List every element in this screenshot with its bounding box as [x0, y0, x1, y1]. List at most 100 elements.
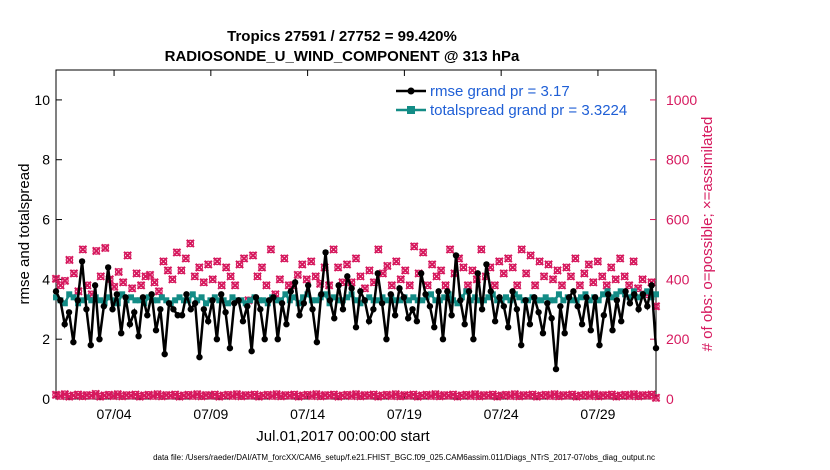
y-axis-right-label: # of obs: o=possible; ×=assimilated [699, 117, 716, 352]
rmse-point [409, 306, 416, 313]
obs-possible-point [611, 275, 620, 284]
rmse-point [326, 297, 334, 304]
rmse-point [487, 288, 494, 295]
rmse-point [374, 270, 381, 277]
x-tick-label: 07/29 [580, 406, 615, 422]
rmse-point [339, 306, 347, 313]
rmse-point [539, 330, 547, 337]
obs-markers [51, 239, 661, 403]
rmse-point [483, 261, 490, 268]
obs-possible-point [249, 251, 257, 260]
spread-point [194, 297, 201, 304]
obs-possible-point [401, 266, 410, 275]
spread-point [428, 291, 434, 298]
obs-assimilated-point [51, 274, 61, 284]
rmse-point [78, 258, 86, 265]
obs-possible-point [177, 266, 186, 275]
obs-possible-point [495, 257, 504, 266]
obs-possible-point [459, 263, 468, 272]
obs-assimilated-point [651, 393, 661, 403]
obs-assimilated-point [593, 257, 603, 266]
rmse-point [504, 324, 512, 331]
obs-possible-point [504, 254, 513, 263]
rmse-point [313, 338, 321, 346]
obs-assimilated-point [584, 260, 594, 269]
obs-assimilated-point [477, 245, 486, 254]
obs-assimilated-point [168, 275, 177, 284]
obs-assimilated-point [131, 390, 140, 399]
obs-assimilated-point [232, 389, 242, 399]
spread-point [419, 297, 426, 304]
rmse-point [500, 303, 508, 310]
obs-assimilated-point [293, 270, 303, 280]
obs-assimilated-point [199, 278, 209, 287]
spread-point [172, 297, 179, 304]
spread-point [203, 300, 209, 307]
obs-possible-point [186, 239, 195, 248]
rmse-point [361, 297, 368, 304]
y-right-tick-label: 400 [666, 271, 690, 287]
rmse-point [222, 309, 229, 316]
obs-assimilated-point [589, 389, 599, 399]
obs-possible-point [491, 281, 499, 290]
y-left-tick-label: 2 [42, 331, 50, 347]
spread-point [344, 294, 351, 301]
rmse-point [131, 309, 138, 316]
obs-assimilated-point [557, 281, 567, 290]
obs-possible-point [419, 248, 427, 257]
obs-possible-point [549, 275, 557, 284]
rmse-point [204, 318, 212, 325]
obs-possible-point [526, 251, 535, 260]
obs-assimilated-point [396, 275, 406, 284]
obs-assimilated-point [153, 389, 162, 399]
footer-data-file: data file: /Users/raeder/DAI/ATM_forcXX/… [153, 453, 655, 462]
obs-assimilated-point [333, 263, 343, 272]
y-right-tick-label: 1000 [666, 92, 697, 108]
rmse-point [600, 312, 608, 319]
obs-assimilated-point [409, 242, 419, 251]
rmse-point [161, 350, 168, 358]
obs-possible-point [589, 278, 598, 287]
rmse-point [270, 294, 277, 301]
spread-point [516, 294, 523, 301]
rmse-point [74, 297, 81, 304]
obs-assimilated-point [181, 254, 191, 263]
rmse-point [96, 335, 103, 343]
rmse-point [91, 282, 99, 289]
rmse-point [596, 341, 603, 349]
y-right-tick-label: 200 [666, 331, 690, 347]
rmse-point [113, 291, 121, 298]
spread-point [128, 294, 134, 301]
obs-possible-point [410, 242, 419, 251]
obs-possible-point [620, 272, 629, 281]
rmse-point [118, 330, 125, 337]
obs-possible-point [101, 244, 110, 252]
rmse-point [509, 288, 516, 295]
obs-assimilated-point [150, 278, 159, 287]
spread-point [458, 294, 465, 301]
obs-possible-point [625, 281, 633, 290]
rmse-point [418, 270, 425, 277]
rmse-point [57, 297, 64, 304]
rmse-point [274, 335, 281, 343]
obs-assimilated-point [562, 263, 571, 272]
obs-possible-point [128, 284, 136, 293]
obs-possible-point [123, 251, 132, 260]
rmse-point [452, 252, 460, 259]
rmse-point [213, 335, 221, 343]
obs-assimilated-point [91, 389, 101, 399]
rmse-point [100, 303, 108, 310]
rmse-point [631, 291, 638, 298]
rmse-point [309, 306, 316, 313]
obs-assimilated-point [580, 269, 589, 278]
spread-point [383, 297, 390, 304]
obs-assimilated-point [311, 389, 321, 399]
obs-assimilated-point [530, 281, 540, 290]
x-tick-label: 07/14 [290, 406, 325, 422]
obs-assimilated-point [409, 390, 418, 399]
obs-assimilated-point [526, 251, 535, 260]
x-tick-label: 07/09 [193, 406, 228, 422]
obs-possible-point [168, 275, 177, 284]
spread-point [97, 297, 104, 304]
